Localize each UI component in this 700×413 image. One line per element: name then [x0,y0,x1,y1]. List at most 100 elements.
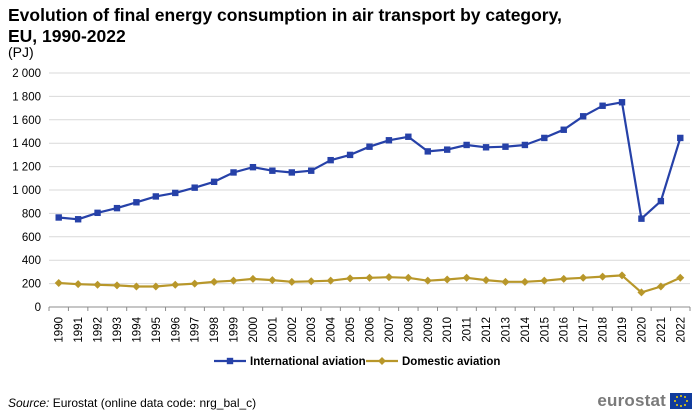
data-point [307,277,316,286]
data-point [172,189,179,197]
data-point [482,276,491,285]
y-tick-label: 1 200 [12,162,41,174]
x-tick-label: 1991 [73,317,85,343]
data-point [559,274,568,283]
data-point [210,277,219,286]
data-point [327,156,334,164]
data-point [151,282,160,291]
x-tick-label: 2018 [598,317,610,343]
data-point [463,141,470,149]
x-tick-label: 2010 [442,317,454,343]
data-point [191,184,198,191]
data-point [599,102,606,109]
y-tick-label: 200 [22,279,41,291]
legend-marker [226,357,234,365]
x-tick-label: 2007 [384,317,396,343]
data-point [656,282,665,291]
x-tick-label: 1992 [93,317,105,343]
x-tick-label: 2000 [248,317,260,343]
x-tick-label: 2001 [267,317,279,343]
x-tick-label: 1999 [229,317,241,343]
legend-marker [378,357,386,365]
logo-text: eurostat [597,391,666,410]
y-tick-label: 1 800 [12,91,41,103]
eurostat-logo: eurostat [597,391,692,411]
data-point [287,277,296,286]
data-point [229,276,238,285]
legend-label: International aviation [250,356,366,368]
data-point [618,271,627,280]
x-tick-label: 2022 [675,317,687,343]
x-tick-label: 2021 [656,317,668,343]
x-tick-label: 1996 [170,317,182,343]
data-point [74,216,82,223]
x-tick-label: 2014 [520,316,532,342]
eu-flag-icon [670,393,692,409]
x-tick-label: 2003 [306,317,318,343]
data-point [346,274,355,283]
y-tick-label: 1 400 [12,138,41,150]
x-tick-label: 2015 [539,317,551,343]
data-point [424,148,431,155]
data-point [384,273,393,282]
data-point [230,169,237,176]
x-tick-label: 2009 [423,317,435,343]
x-tick-label: 2005 [345,317,357,343]
source-label: Source: [8,396,50,410]
y-tick-label: 0 [35,302,41,314]
data-point [308,167,315,174]
data-point [405,133,412,140]
data-point [638,215,645,222]
data-point [637,288,646,297]
data-point [346,151,354,159]
source-text: Eurostat (online data code: nrg_bal_c) [49,396,257,410]
data-point [579,113,587,120]
data-point [502,143,509,150]
data-point [268,276,277,285]
data-point [171,280,180,289]
x-tick-label: 2013 [500,317,512,343]
y-tick-label: 600 [22,232,41,244]
legend-label: Domestic aviation [402,356,500,368]
x-tick-label: 2017 [578,317,590,343]
data-point [541,134,548,142]
data-point [133,199,140,206]
data-point [657,197,665,205]
data-point [190,279,199,288]
x-tick-label: 2002 [287,317,299,343]
source-note: Source: Eurostat (online data code: nrg_… [8,396,256,410]
x-tick-label: 2016 [559,317,571,343]
data-point [462,273,471,282]
x-tick-label: 2020 [636,317,648,343]
data-point [132,282,141,291]
data-point [152,193,160,200]
data-point [443,275,452,284]
x-tick-label: 2006 [365,317,377,343]
chart-title: Evolution of final energy consumption in… [8,5,562,46]
data-point [210,178,218,186]
data-point [482,144,490,151]
x-tick-label: 1993 [112,317,124,343]
x-tick-label: 2012 [481,317,493,343]
data-point [618,99,626,106]
x-tick-label: 2008 [403,317,415,343]
data-point [520,277,529,286]
data-point [423,276,432,285]
x-tick-label: 1990 [54,317,66,343]
y-axis-unit: (PJ) [8,44,34,60]
data-point [54,279,63,288]
y-tick-label: 2 000 [12,68,41,80]
x-tick-label: 2019 [617,317,629,343]
y-tick-label: 800 [22,208,41,220]
y-tick-label: 400 [22,255,41,267]
x-tick-label: 1998 [209,317,221,343]
data-point [598,272,607,281]
data-point [540,276,549,285]
data-point [404,273,413,282]
data-point [443,146,451,153]
y-tick-label: 1 600 [12,115,41,127]
data-point [560,126,567,133]
data-point [288,169,296,176]
data-point [501,277,510,286]
data-point [677,134,684,142]
